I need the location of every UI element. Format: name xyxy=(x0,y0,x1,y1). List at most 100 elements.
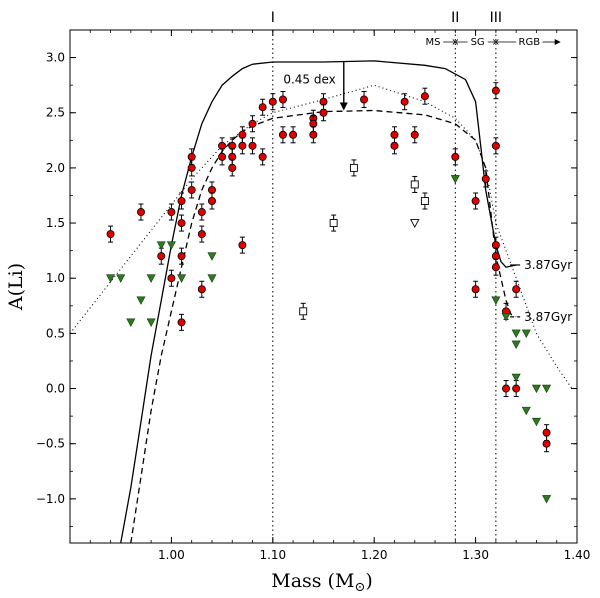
open-square-point-0 xyxy=(299,307,308,316)
detection-point-22 xyxy=(238,130,247,139)
detection-point-13 xyxy=(197,230,206,239)
detection-point-14 xyxy=(197,285,206,294)
dex-label: 0.45 dex xyxy=(283,73,335,87)
upper-limit-point-19 xyxy=(531,384,541,394)
open-square-point-3 xyxy=(410,180,419,189)
detection-point-48 xyxy=(491,86,500,95)
dex-arrow-head xyxy=(339,102,348,111)
upper-limit-point-12 xyxy=(491,296,501,305)
y-tick-label-3: 0.5 xyxy=(46,326,65,340)
y-tick-label-6: 2.0 xyxy=(46,161,65,175)
open-triangle-point-0 xyxy=(410,219,420,229)
upper-limit-point-11 xyxy=(450,175,460,184)
detection-point-41 xyxy=(400,97,409,106)
upper-limit-point-18 xyxy=(521,406,531,416)
detection-point-0 xyxy=(106,230,115,239)
detection-point-15 xyxy=(207,185,216,194)
upper-limit-point-22 xyxy=(542,495,552,504)
detection-point-26 xyxy=(248,141,257,150)
age-solid-label: 3.87Gyr xyxy=(524,258,572,272)
detection-point-23 xyxy=(238,141,247,150)
detection-point-1 xyxy=(136,208,145,217)
detection-point-16 xyxy=(207,196,216,205)
detection-point-9 xyxy=(187,152,196,161)
upper-limit-point-8 xyxy=(177,274,187,283)
detection-point-32 xyxy=(289,130,298,139)
detection-point-20 xyxy=(228,152,237,161)
detection-point-3 xyxy=(167,208,176,217)
y-tick-label-0: −1.0 xyxy=(36,492,65,506)
open-square-point-2 xyxy=(349,163,358,172)
detection-point-49 xyxy=(491,141,500,150)
detection-point-10 xyxy=(187,163,196,172)
detection-point-57 xyxy=(542,428,551,437)
detection-point-25 xyxy=(248,119,257,128)
detection-point-43 xyxy=(420,92,429,101)
y-tick-label-7: 2.5 xyxy=(46,106,65,120)
detection-point-29 xyxy=(268,97,277,106)
upper-limit-point-9 xyxy=(207,252,217,261)
y-tick-label-5: 1.5 xyxy=(46,216,65,230)
y-tick-label-2: 0.0 xyxy=(46,382,65,396)
x-axis-label-main: Mass (M xyxy=(271,570,354,592)
phase-label-ms: MS xyxy=(426,37,441,48)
detection-point-38 xyxy=(360,95,369,104)
x-tick-label-2: 1.20 xyxy=(361,548,388,562)
detection-point-28 xyxy=(258,152,267,161)
detection-point-34 xyxy=(309,119,318,128)
upper-limit-point-21 xyxy=(531,417,541,427)
phase-marker-2: × xyxy=(492,37,500,48)
detection-point-45 xyxy=(471,196,480,205)
open-square-point-4 xyxy=(420,197,429,205)
upper-limit-point-2 xyxy=(126,318,136,327)
x-axis-label: Mass (M⊙) xyxy=(271,570,373,595)
detection-point-46 xyxy=(471,285,480,294)
upper-limit-point-5 xyxy=(146,318,156,327)
y-tick-label-8: 3.0 xyxy=(46,51,65,65)
x-tick-label-1: 1.10 xyxy=(259,548,286,562)
detection-point-40 xyxy=(390,141,399,150)
detection-point-37 xyxy=(319,108,328,117)
detection-point-6 xyxy=(177,219,186,228)
region-label-1: I xyxy=(271,10,275,26)
y-tick-label-1: −0.5 xyxy=(36,437,65,451)
upper-limit-point-15 xyxy=(511,340,521,350)
upper-limit-point-13 xyxy=(501,313,511,322)
detection-point-5 xyxy=(177,196,186,205)
detection-point-50 xyxy=(491,241,500,250)
detection-point-31 xyxy=(278,130,287,139)
detection-point-36 xyxy=(319,97,328,106)
phase-marker-1: × xyxy=(451,37,459,48)
upper-limit-point-0 xyxy=(106,274,116,283)
detection-point-2 xyxy=(157,252,166,261)
detection-point-52 xyxy=(491,263,500,272)
region-label-2: II xyxy=(451,10,459,26)
detection-point-39 xyxy=(390,130,399,139)
detection-point-35 xyxy=(309,130,318,139)
detection-point-18 xyxy=(218,152,227,161)
detection-point-21 xyxy=(228,163,237,172)
x-tick-label-3: 1.30 xyxy=(462,548,489,562)
x-axis-label-sub: ⊙ xyxy=(354,580,365,595)
detection-point-11 xyxy=(187,185,196,194)
phase-label-rgb: RGB xyxy=(519,37,541,48)
phase-arrowhead xyxy=(554,39,561,45)
detection-point-42 xyxy=(410,130,419,139)
detection-point-24 xyxy=(238,241,247,250)
region-label-3: III xyxy=(490,10,502,26)
detection-point-4 xyxy=(167,274,176,283)
upper-limit-point-16 xyxy=(521,329,531,339)
upper-limit-point-4 xyxy=(146,274,156,283)
upper-limit-point-3 xyxy=(136,296,146,305)
upper-limit-point-7 xyxy=(166,241,176,250)
detection-point-44 xyxy=(451,152,460,161)
plot-area xyxy=(70,30,573,543)
x-tick-label-0: 1.00 xyxy=(158,548,185,562)
plot-clipped xyxy=(70,30,573,543)
detection-point-7 xyxy=(177,252,186,261)
detection-point-30 xyxy=(278,95,287,104)
y-tick-label-4: 1.0 xyxy=(46,271,65,285)
upper-limit-point-20 xyxy=(542,384,552,394)
